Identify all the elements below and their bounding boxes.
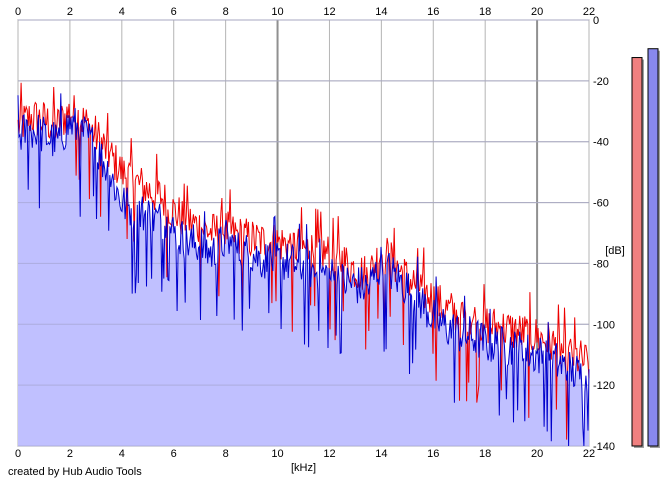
level-meter-left: [631, 57, 643, 447]
x-tick-label-top: 4: [119, 6, 125, 18]
x-tick-label-bottom: 10: [271, 448, 283, 460]
x-tick-label-bottom: 22: [583, 448, 595, 460]
y-tick-label: -80: [593, 258, 609, 270]
x-tick-label-top: 10: [271, 6, 283, 18]
x-tick-label-top: 18: [479, 6, 491, 18]
x-tick-label-top: 6: [171, 6, 177, 18]
x-tick-label-bottom: 2: [67, 448, 73, 460]
x-tick-label-bottom: 12: [323, 448, 335, 460]
y-tick-label: -40: [593, 137, 609, 149]
x-tick-label-bottom: 8: [223, 448, 229, 460]
y-tick-label: -20: [593, 76, 609, 88]
x-tick-label-top: 2: [67, 6, 73, 18]
level-meter-right: [647, 48, 659, 447]
x-tick-label-bottom: 4: [119, 448, 125, 460]
x-tick-label-top: 8: [223, 6, 229, 18]
x-tick-label-top: 16: [427, 6, 439, 18]
x-tick-label-top: 20: [531, 6, 543, 18]
y-tick-label: -100: [593, 319, 615, 331]
x-tick-label-top: 12: [323, 6, 335, 18]
x-axis-label: [kHz]: [291, 462, 316, 474]
x-tick-label-bottom: 0: [15, 448, 21, 460]
x-tick-label-bottom: 16: [427, 448, 439, 460]
series-line-red: [17, 82, 590, 440]
credit-text: created by Hub Audio Tools: [8, 466, 142, 478]
x-tick-label-top: 22: [583, 6, 595, 18]
x-tick-label-bottom: 20: [531, 448, 543, 460]
y-tick-label: -140: [593, 441, 615, 453]
x-tick-label-top: 14: [375, 6, 387, 18]
y-tick-label: -120: [593, 380, 615, 392]
x-tick-label-bottom: 14: [375, 448, 387, 460]
y-tick-label: -60: [593, 198, 609, 210]
y-tick-label: 0: [593, 15, 599, 27]
x-tick-label-bottom: 18: [479, 448, 491, 460]
x-tick-label-bottom: 6: [171, 448, 177, 460]
series-line-blue: [17, 93, 590, 447]
y-axis-label: [dB]: [605, 245, 625, 257]
x-tick-label-top: 0: [15, 6, 21, 18]
